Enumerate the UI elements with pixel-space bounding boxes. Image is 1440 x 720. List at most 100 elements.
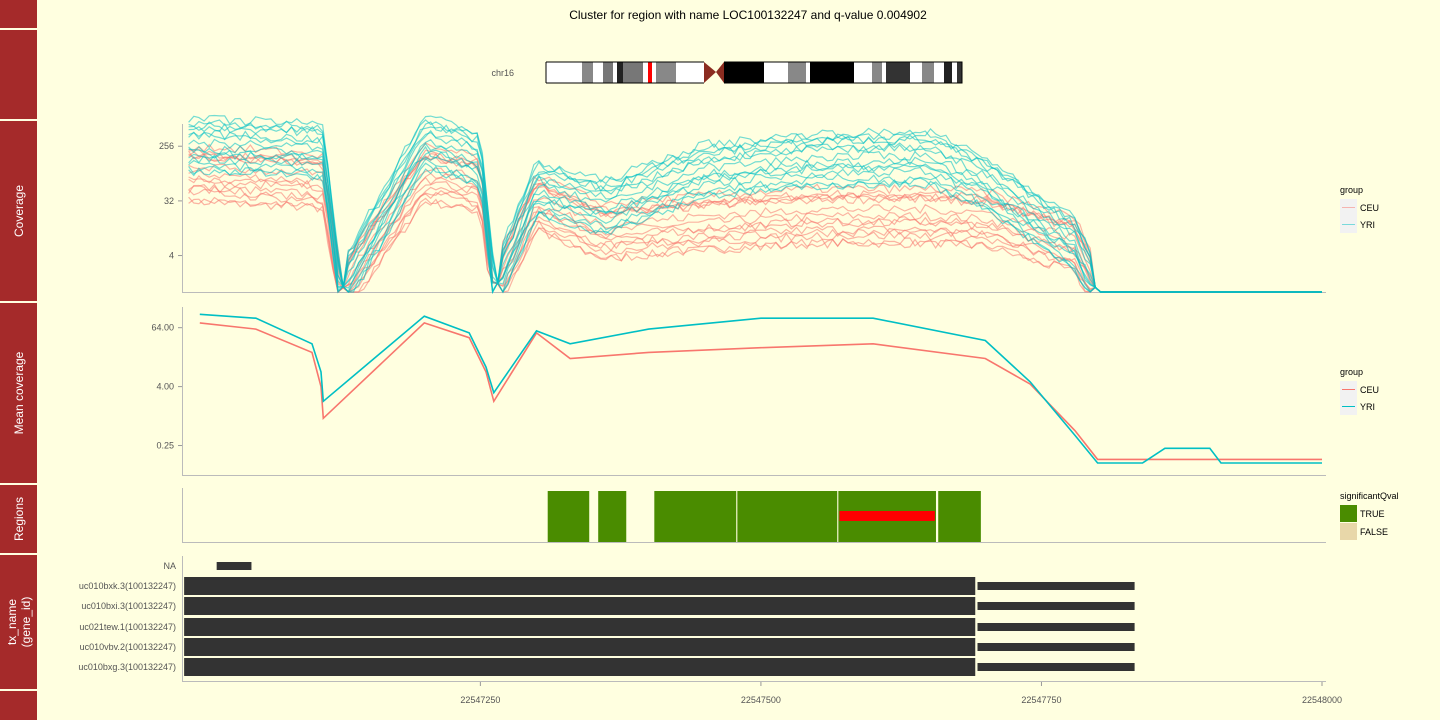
region-block	[654, 491, 737, 542]
centromere	[704, 62, 716, 83]
transcripts-track: NA uc010bxk.3(100132247) uc010bxi.3(100132…	[78, 561, 1135, 676]
coverage-legend: group CEU YRI	[1340, 185, 1379, 233]
transcript-segment	[184, 658, 976, 676]
y-tick-label: 64.00	[151, 323, 174, 333]
transcript-segment	[977, 643, 1135, 651]
band	[854, 62, 872, 83]
transcript-segment	[184, 638, 976, 656]
x-tick-label: 22547500	[741, 695, 781, 705]
coverage-line-yri	[188, 157, 1322, 294]
legend-item-ceu: CEU	[1340, 199, 1379, 216]
plot-title: Cluster for region with name LOC10013224…	[569, 8, 927, 22]
legend-title: significantQval	[1340, 491, 1399, 501]
band	[872, 62, 882, 83]
legend-label: YRI	[1360, 219, 1376, 230]
band	[810, 62, 854, 83]
band	[643, 62, 648, 83]
band	[656, 62, 676, 83]
transcript-segment	[977, 602, 1135, 610]
transcript-label: uc010bxi.3(100132247)	[81, 601, 176, 611]
transcript-label: uc010bxg.3(100132247)	[78, 662, 176, 672]
band	[652, 62, 656, 83]
legend-item-true: TRUE	[1340, 505, 1399, 522]
legend-item-yri: YRI	[1340, 398, 1379, 415]
transcript-segment	[977, 582, 1135, 590]
coverage-lines	[188, 114, 1322, 294]
strip-regions: Regions	[0, 485, 37, 553]
chromosome-ideogram: chr16	[491, 61, 963, 84]
band	[886, 62, 910, 83]
y-tick-label: 4.00	[156, 382, 174, 392]
strip-coverage: Coverage	[0, 121, 37, 301]
band	[957, 62, 962, 83]
legend-label: FALSE	[1360, 526, 1389, 537]
axis-lines	[182, 124, 1326, 682]
band	[910, 62, 922, 83]
band	[952, 62, 957, 83]
region-highlight	[839, 511, 935, 521]
strip-mean-coverage: Mean coverage	[0, 303, 37, 483]
y-tick-label: 256	[159, 141, 174, 151]
band	[603, 62, 613, 83]
legend-title: group	[1340, 367, 1364, 377]
legend-label: CEU	[1360, 202, 1380, 213]
transcript-label: uc010vbv.2(100132247)	[80, 642, 176, 652]
legend-item-false: FALSE	[1340, 523, 1399, 540]
band	[617, 62, 623, 83]
coverage-line-yri	[188, 138, 1322, 293]
strip-ideogram	[0, 30, 37, 119]
x-axis-ticks: 22547250 22547500 22547750 22548000	[460, 682, 1342, 705]
mean-lines	[199, 313, 1322, 464]
legend-item-ceu: CEU	[1340, 381, 1379, 398]
band	[934, 62, 944, 83]
band	[582, 62, 593, 83]
band	[593, 62, 603, 83]
mean-line-ceu	[199, 321, 1322, 461]
ideogram-chrom-label: chr16	[491, 68, 514, 78]
band	[546, 62, 582, 83]
regions-axis	[182, 488, 1326, 543]
mean-legend: group CEU YRI	[1340, 367, 1379, 415]
y-tick-label: 0.25	[156, 441, 174, 451]
regions-track	[547, 491, 981, 542]
transcript-segment	[977, 623, 1135, 631]
legend-label: CEU	[1360, 384, 1380, 395]
x-tick-label: 22547250	[460, 695, 500, 705]
x-tick-label: 22548000	[1302, 695, 1342, 705]
mean-y-ticks: 64.00 4.00 0.25	[151, 323, 182, 451]
legend-label: TRUE	[1360, 508, 1385, 519]
regions-legend: significantQval TRUE FALSE	[1340, 491, 1399, 540]
y-tick-label: 32	[164, 196, 174, 206]
centromere	[716, 62, 724, 83]
coverage-axis	[182, 124, 1326, 293]
mean-line-yri	[199, 313, 1322, 464]
legend-title: group	[1340, 185, 1364, 195]
transcript-label: NA	[163, 561, 176, 571]
band	[922, 62, 934, 83]
strip-bottom	[0, 691, 37, 720]
transcript-segment	[184, 618, 976, 636]
transcript-segment	[184, 597, 976, 615]
ideogram-outline	[545, 61, 963, 84]
band	[676, 62, 704, 83]
strip-tx: tx_name (gene_id)	[0, 555, 37, 689]
transcript-segment	[216, 562, 252, 570]
band	[724, 62, 764, 83]
band	[623, 62, 643, 83]
ideogram-region-marker	[648, 62, 652, 83]
region-block	[938, 491, 981, 542]
transcript-segment	[184, 577, 976, 595]
region-block	[547, 491, 590, 542]
x-tick-label: 22547750	[1021, 695, 1061, 705]
region-block	[598, 491, 627, 542]
mean-axis	[182, 307, 1326, 476]
band	[764, 62, 788, 83]
legend-label: YRI	[1360, 401, 1376, 412]
strip-top	[0, 0, 37, 28]
band	[944, 62, 952, 83]
band	[806, 62, 810, 83]
band	[788, 62, 806, 83]
tx-axis	[182, 556, 1326, 682]
transcript-label: uc010bxk.3(100132247)	[79, 581, 176, 591]
